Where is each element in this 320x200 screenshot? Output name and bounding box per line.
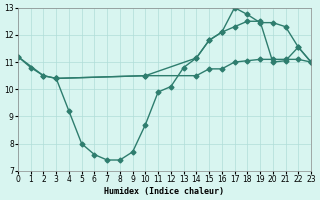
X-axis label: Humidex (Indice chaleur): Humidex (Indice chaleur) xyxy=(105,187,225,196)
